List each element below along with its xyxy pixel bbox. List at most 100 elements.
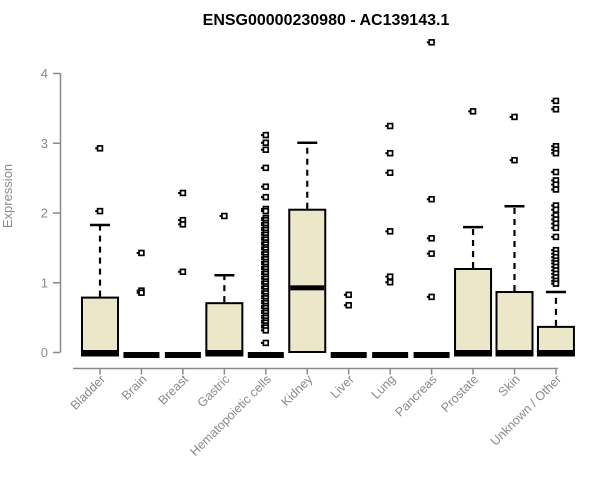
outlier-point (385, 279, 394, 286)
outlier-stem (261, 326, 264, 329)
outlier-point (385, 149, 394, 157)
outlier-stem (261, 217, 264, 220)
outlier-stem (551, 279, 554, 282)
x-tick-label-prostate: Prostate (438, 372, 481, 415)
outlier-square (552, 224, 560, 232)
outlier-stem (551, 204, 554, 207)
outlier-stem (261, 297, 264, 300)
y-tick-label-0: 0 (41, 345, 48, 360)
outlier-stem (261, 226, 264, 229)
outlier-stem (261, 295, 264, 298)
outlier-square (262, 193, 270, 201)
outlier-stem (385, 275, 388, 278)
outlier-square (428, 195, 435, 203)
outlier-square (96, 145, 104, 152)
outlier-square (386, 149, 394, 157)
outlier-stem (261, 261, 264, 264)
outlier-point (551, 233, 560, 241)
outlier-stem (261, 243, 264, 246)
outlier-stem (261, 321, 264, 324)
box-rect (288, 208, 327, 353)
outlier-stem (261, 256, 264, 259)
outlier-stem (261, 324, 264, 327)
box-group-kidney (288, 141, 327, 353)
boxes-layer (81, 39, 575, 358)
outlier-stem (551, 272, 554, 275)
outlier-stem (551, 208, 554, 211)
outlier-stem (219, 214, 222, 217)
outlier-stem (426, 237, 430, 240)
box-group-liver (330, 291, 367, 358)
outlier-stem (426, 41, 430, 44)
outlier-stem (426, 252, 430, 255)
outlier-stem (468, 110, 471, 113)
outlier-stem (261, 221, 264, 224)
outlier-square (552, 280, 560, 287)
box-group-breast (164, 189, 201, 358)
outlier-stem (136, 291, 140, 294)
outlier-point (261, 146, 270, 153)
outlier-stem (261, 238, 264, 241)
outlier-stem (261, 302, 264, 305)
outlier-stem (261, 148, 264, 151)
median-line (81, 350, 119, 357)
outlier-stem (551, 214, 554, 217)
outlier-stem (261, 265, 264, 268)
outlier-point (178, 189, 187, 197)
outlier-stem (136, 289, 140, 292)
box-rect (536, 325, 575, 354)
outlier-square (345, 302, 352, 309)
x-tick-label-brain: Brain (119, 372, 150, 403)
outlier-point (551, 186, 560, 193)
outlier-stem (551, 252, 554, 255)
outlier-stem (261, 316, 264, 319)
outlier-stem (261, 309, 264, 312)
outlier-point (426, 195, 435, 203)
outlier-square (386, 279, 394, 286)
outlier-square (428, 39, 435, 46)
outlier-point (219, 212, 228, 220)
outlier-stem (261, 275, 264, 278)
x-tick-label-bladder: Bladder (68, 372, 108, 412)
outlier-stem (261, 319, 264, 322)
outlier-stem (261, 285, 264, 288)
outlier-square (345, 291, 352, 299)
outlier-stem (261, 246, 264, 249)
outlier-stem (551, 222, 554, 225)
outlier-point (136, 249, 145, 257)
x-tick-label-lung: Lung (369, 372, 399, 402)
outlier-point (551, 149, 560, 157)
outlier-stem (551, 226, 554, 229)
outlier-stem (551, 188, 554, 191)
outlier-square (428, 235, 435, 242)
outlier-stem (261, 270, 264, 273)
outlier-stem (551, 99, 554, 102)
outlier-point (261, 339, 270, 347)
outlier-stem (426, 198, 430, 201)
outlier-stem (261, 251, 264, 254)
outlier-stem (551, 183, 554, 186)
outlier-stem (551, 152, 554, 155)
outlier-square (552, 233, 560, 241)
outlier-square (262, 327, 270, 334)
outlier-stem (261, 272, 264, 275)
outlier-stem (261, 290, 264, 293)
median-line (205, 350, 244, 357)
outlier-stem (551, 235, 554, 238)
outlier-point (261, 183, 270, 190)
outlier-square (262, 139, 270, 147)
outlier-stem (385, 230, 388, 233)
outlier-point (261, 193, 270, 201)
outlier-point (551, 224, 560, 232)
outlier-square (428, 250, 435, 257)
collapsed-box (164, 352, 201, 358)
outlier-point (468, 108, 477, 115)
outlier-point (178, 221, 187, 228)
outlier-point (551, 97, 560, 105)
outlier-stem (136, 251, 140, 254)
outlier-square (552, 97, 560, 105)
box-group-hematopoietic-cells (247, 131, 284, 358)
outlier-stem (261, 228, 264, 231)
outlier-point (343, 302, 352, 309)
outlier-stem (261, 258, 264, 261)
